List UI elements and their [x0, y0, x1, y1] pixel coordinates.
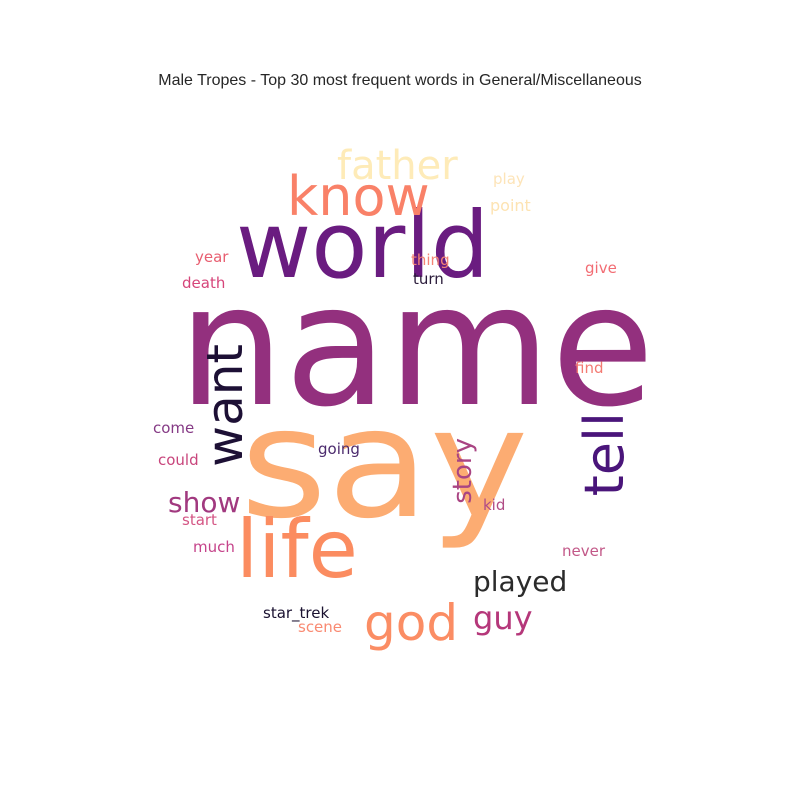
word-played: played — [473, 565, 568, 598]
word-scene: scene — [298, 618, 343, 636]
word-find: find — [575, 359, 604, 377]
word-world: world — [236, 192, 490, 299]
word-turn: turn — [413, 270, 444, 288]
word-death: death — [182, 274, 226, 292]
word-guy: guy — [473, 599, 533, 637]
word-god: god — [364, 594, 459, 652]
word-show: show — [168, 486, 241, 519]
word-give: give — [585, 259, 617, 277]
word-want: want — [196, 344, 254, 467]
word-play: play — [493, 170, 525, 188]
word-kid: kid — [483, 496, 506, 514]
word-much: much — [193, 538, 235, 556]
word-going: going — [318, 440, 360, 458]
word-say: say — [240, 375, 529, 552]
word-start: start — [182, 511, 217, 529]
word-name: name — [178, 248, 655, 444]
word-point: point — [490, 196, 531, 215]
chart-title: Male Tropes - Top 30 most frequent words… — [158, 72, 642, 89]
word-star-trek: star_trek — [263, 604, 330, 622]
word-could: could — [158, 451, 199, 469]
word-father: father — [337, 143, 458, 189]
word-story: story — [448, 438, 478, 504]
word-come: come — [153, 419, 195, 437]
word-know: know — [287, 165, 430, 228]
word-never: never — [562, 542, 606, 560]
word-life: life — [236, 503, 358, 596]
word-tell: tell — [573, 412, 636, 497]
word-year: year — [195, 248, 229, 266]
word-thing: thing — [411, 251, 450, 269]
